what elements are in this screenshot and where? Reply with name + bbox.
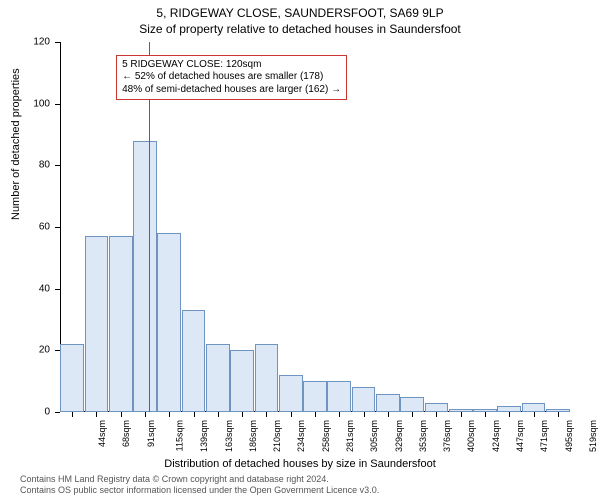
x-tick (291, 412, 292, 417)
x-tick-label: 44sqm (97, 420, 107, 447)
x-tick (96, 412, 97, 417)
x-tick-label: 68sqm (121, 420, 131, 447)
annotation-line2: ← 52% of detached houses are smaller (17… (122, 71, 341, 84)
x-tick-label: 234sqm (296, 420, 306, 452)
plot: 02040608010012044sqm68sqm91sqm115sqm139s… (60, 42, 570, 412)
histogram-bar (327, 381, 351, 412)
x-tick (218, 412, 219, 417)
x-tick (194, 412, 195, 417)
chart-container: 5, RIDGEWAY CLOSE, SAUNDERSFOOT, SA69 9L… (0, 0, 600, 500)
histogram-bar (157, 233, 181, 412)
x-axis-label: Distribution of detached houses by size … (0, 458, 600, 470)
x-tick-label: 210sqm (272, 420, 282, 452)
y-tick-label: 100 (20, 98, 50, 109)
y-tick (55, 42, 60, 43)
x-tick (266, 412, 267, 417)
x-tick-label: 353sqm (418, 420, 428, 452)
histogram-bar (400, 397, 424, 412)
y-tick (55, 104, 60, 105)
x-tick (412, 412, 413, 417)
y-tick-label: 60 (20, 222, 50, 233)
x-tick (388, 412, 389, 417)
x-tick (121, 412, 122, 417)
x-tick-label: 281sqm (345, 420, 355, 452)
y-tick (55, 165, 60, 166)
annotation-line3: 48% of semi-detached houses are larger (… (122, 84, 341, 97)
x-tick-label: 139sqm (199, 420, 209, 452)
y-axis-label: Number of detached properties (10, 68, 22, 220)
x-tick-label: 519sqm (588, 420, 598, 452)
x-tick-label: 495sqm (564, 420, 574, 452)
x-tick-label: 115sqm (174, 420, 184, 451)
x-tick-label: 163sqm (224, 420, 234, 452)
x-tick (315, 412, 316, 417)
histogram-bar (60, 344, 84, 412)
footer-line1: Contains HM Land Registry data © Crown c… (20, 474, 379, 485)
y-tick-label: 20 (20, 345, 50, 356)
annotation-line1: 5 RIDGEWAY CLOSE: 120sqm (122, 59, 341, 72)
x-tick-label: 400sqm (466, 420, 476, 452)
x-tick (364, 412, 365, 417)
x-tick (169, 412, 170, 417)
y-tick (55, 412, 60, 413)
y-tick (55, 289, 60, 290)
histogram-bar (279, 375, 303, 412)
y-tick-label: 120 (20, 37, 50, 48)
x-tick (461, 412, 462, 417)
x-tick-label: 471sqm (539, 420, 549, 452)
title-address: 5, RIDGEWAY CLOSE, SAUNDERSFOOT, SA69 9L… (0, 0, 600, 20)
x-tick (534, 412, 535, 417)
footer: Contains HM Land Registry data © Crown c… (20, 474, 379, 496)
x-tick (242, 412, 243, 417)
x-tick-label: 91sqm (146, 420, 156, 447)
histogram-bar (303, 381, 327, 412)
histogram-bar (85, 236, 109, 412)
y-tick-label: 80 (20, 160, 50, 171)
x-tick-label: 329sqm (394, 420, 404, 452)
x-tick-label: 447sqm (515, 420, 525, 452)
x-tick-label: 376sqm (442, 420, 452, 452)
x-tick (509, 412, 510, 417)
histogram-bar (230, 350, 254, 412)
x-tick (339, 412, 340, 417)
plot-area: 02040608010012044sqm68sqm91sqm115sqm139s… (60, 42, 570, 412)
footer-line2: Contains OS public sector information li… (20, 485, 379, 496)
annotation-box: 5 RIDGEWAY CLOSE: 120sqm← 52% of detache… (116, 55, 347, 101)
histogram-bar (352, 387, 376, 412)
histogram-bar (133, 141, 157, 412)
x-tick-label: 305sqm (369, 420, 379, 452)
x-tick (72, 412, 73, 417)
histogram-bar (109, 236, 133, 412)
histogram-bar (425, 403, 449, 412)
x-tick-label: 186sqm (248, 420, 258, 452)
x-tick (485, 412, 486, 417)
x-tick (436, 412, 437, 417)
histogram-bar (255, 344, 279, 412)
x-tick-label: 424sqm (491, 420, 501, 452)
title-subtitle: Size of property relative to detached ho… (0, 20, 600, 36)
x-tick (145, 412, 146, 417)
y-tick (55, 227, 60, 228)
x-tick (558, 412, 559, 417)
y-tick-label: 0 (20, 407, 50, 418)
histogram-bar (182, 310, 206, 412)
histogram-bar (522, 403, 546, 412)
histogram-bar (376, 394, 400, 413)
y-tick-label: 40 (20, 283, 50, 294)
histogram-bar (206, 344, 230, 412)
x-tick-label: 258sqm (321, 420, 331, 452)
